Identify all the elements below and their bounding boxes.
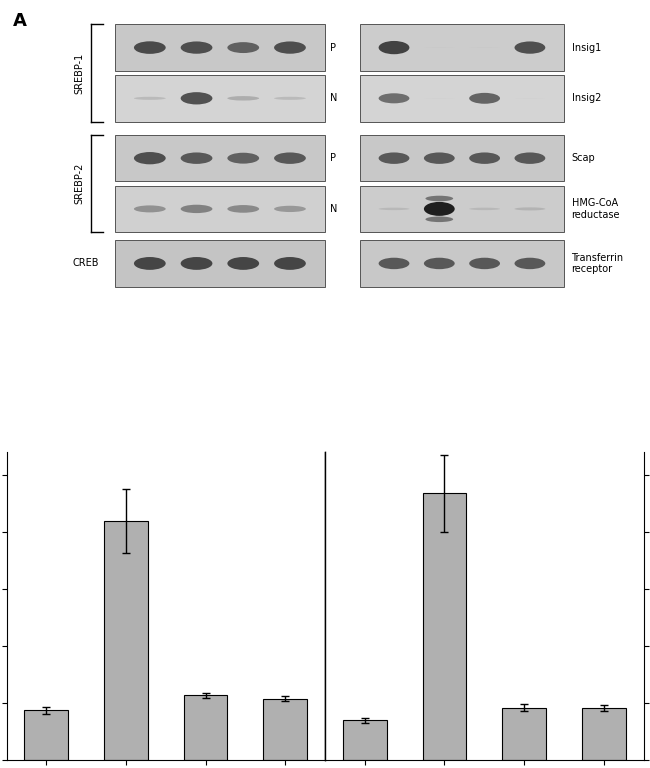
- Text: P: P: [330, 42, 336, 52]
- Ellipse shape: [378, 153, 410, 164]
- Ellipse shape: [378, 258, 410, 269]
- Ellipse shape: [227, 257, 259, 270]
- Bar: [184, 695, 228, 760]
- Ellipse shape: [274, 257, 306, 270]
- Ellipse shape: [181, 257, 213, 270]
- Ellipse shape: [274, 153, 306, 164]
- Text: HMG-CoA
reductase: HMG-CoA reductase: [571, 198, 620, 220]
- Bar: [360, 135, 564, 181]
- Ellipse shape: [469, 153, 500, 164]
- Ellipse shape: [424, 258, 455, 269]
- Ellipse shape: [378, 41, 410, 55]
- Bar: [360, 186, 564, 232]
- Text: Insig1: Insig1: [571, 42, 601, 52]
- Text: CREB: CREB: [72, 259, 99, 269]
- Ellipse shape: [469, 207, 500, 210]
- Ellipse shape: [134, 41, 166, 54]
- Ellipse shape: [227, 96, 259, 101]
- Text: N: N: [330, 93, 337, 104]
- Ellipse shape: [181, 92, 213, 104]
- Ellipse shape: [424, 202, 455, 216]
- Ellipse shape: [227, 153, 259, 164]
- Text: N: N: [330, 204, 337, 214]
- Ellipse shape: [426, 196, 453, 201]
- Bar: [115, 240, 325, 286]
- Text: SREBP-2: SREBP-2: [75, 163, 85, 204]
- Ellipse shape: [134, 205, 166, 213]
- Text: Insig2: Insig2: [571, 93, 601, 104]
- Bar: [343, 720, 387, 760]
- Text: P: P: [330, 153, 336, 163]
- Ellipse shape: [378, 93, 410, 104]
- Bar: [115, 25, 325, 71]
- Bar: [360, 240, 564, 286]
- Ellipse shape: [181, 205, 213, 213]
- Ellipse shape: [274, 41, 306, 54]
- Ellipse shape: [469, 258, 500, 269]
- Text: Transferrin
receptor: Transferrin receptor: [571, 253, 623, 274]
- Text: Scap: Scap: [571, 153, 595, 163]
- Ellipse shape: [134, 97, 166, 100]
- Ellipse shape: [227, 42, 259, 53]
- Ellipse shape: [181, 153, 213, 164]
- Bar: [502, 708, 546, 760]
- Bar: [115, 186, 325, 232]
- Ellipse shape: [515, 207, 545, 210]
- Bar: [115, 135, 325, 181]
- Ellipse shape: [274, 206, 306, 212]
- Ellipse shape: [227, 205, 259, 213]
- Bar: [104, 521, 148, 760]
- Ellipse shape: [134, 152, 166, 164]
- Bar: [360, 75, 564, 121]
- Bar: [422, 493, 466, 760]
- Text: SREBP-1: SREBP-1: [75, 52, 85, 94]
- Ellipse shape: [274, 97, 306, 100]
- Text: A: A: [13, 12, 27, 30]
- Ellipse shape: [515, 153, 545, 164]
- Bar: [582, 708, 625, 760]
- Ellipse shape: [424, 153, 455, 164]
- Ellipse shape: [378, 207, 410, 210]
- Bar: [115, 75, 325, 121]
- Bar: [263, 699, 307, 760]
- Ellipse shape: [515, 41, 545, 54]
- Bar: [360, 25, 564, 71]
- Ellipse shape: [181, 41, 213, 54]
- Bar: [25, 710, 68, 760]
- Ellipse shape: [426, 217, 453, 222]
- Ellipse shape: [515, 258, 545, 269]
- Ellipse shape: [469, 93, 500, 104]
- Ellipse shape: [134, 257, 166, 270]
